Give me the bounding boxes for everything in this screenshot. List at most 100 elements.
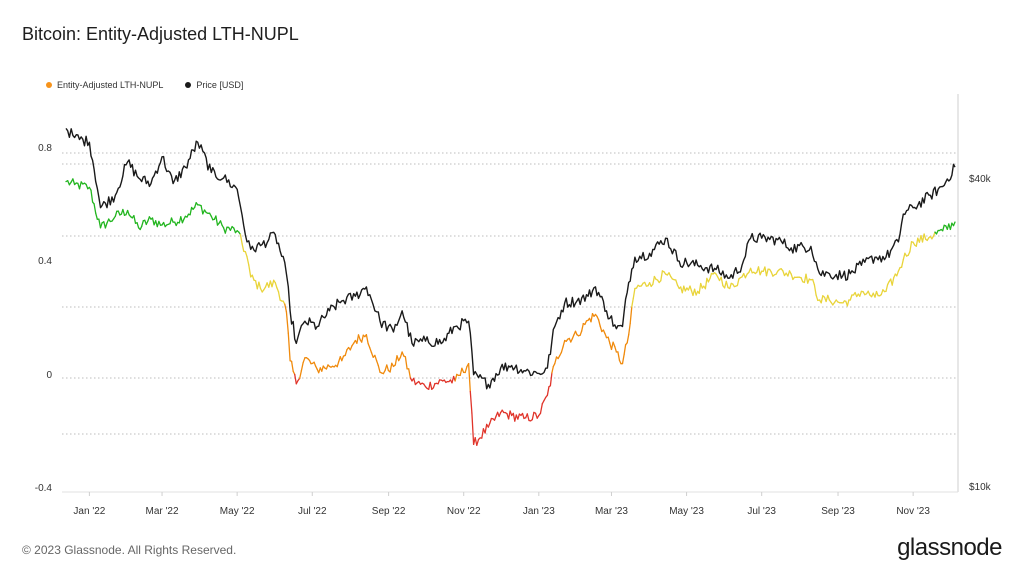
- lth-nupl-segment: [151, 217, 155, 226]
- lth-nupl-segment: [867, 290, 871, 296]
- lth-nupl-segment: [251, 274, 255, 281]
- lth-nupl-segment: [481, 428, 485, 439]
- lth-nupl-segment: [85, 183, 89, 190]
- lth-nupl-segment: [770, 271, 774, 277]
- lth-nupl-segment: [389, 362, 393, 373]
- lth-nupl-series[interactable]: [65, 178, 956, 446]
- lth-nupl-segment: [294, 373, 297, 385]
- lth-nupl-segment: [949, 222, 953, 231]
- lth-nupl-segment: [621, 353, 625, 365]
- lth-nupl-segment: [136, 222, 140, 229]
- legend-swatch-price: [185, 82, 192, 88]
- lth-nupl-segment: [744, 273, 748, 279]
- legend-item-price[interactable]: Price [USD]: [185, 80, 243, 90]
- lth-nupl-segment: [709, 272, 713, 280]
- gridlines: [62, 152, 958, 435]
- price-line: [65, 127, 956, 390]
- lth-nupl-segment: [617, 351, 621, 362]
- lth-nupl-segment: [126, 209, 130, 216]
- lth-nupl-segment: [93, 203, 97, 214]
- chart-title: Bitcoin: Entity-Adjusted LTH-NUPL: [22, 24, 299, 44]
- x-tick-label: May '23: [669, 506, 704, 517]
- lth-nupl-segment: [141, 220, 144, 227]
- lth-nupl-segment: [498, 411, 502, 418]
- lth-nupl-segment: [700, 282, 703, 289]
- lth-nupl-segment: [274, 282, 278, 289]
- lth-nupl-segment: [698, 282, 702, 295]
- lth-nupl-segment: [72, 178, 76, 186]
- lth-nupl-segment: [300, 362, 304, 372]
- lth-nupl-segment: [487, 422, 491, 428]
- lth-nupl-segment: [248, 264, 252, 278]
- lth-nupl-segment: [599, 325, 603, 333]
- price-series[interactable]: [65, 127, 956, 390]
- lth-nupl-segment: [581, 322, 584, 332]
- lth-nupl-segment: [807, 278, 810, 284]
- lth-nupl-segment: [800, 277, 804, 283]
- lth-nupl-segment: [170, 217, 174, 223]
- lth-nupl-segment: [560, 346, 564, 354]
- lth-nupl-segment: [99, 222, 103, 229]
- lth-nupl-segment: [224, 226, 228, 234]
- lth-nupl-segment: [765, 268, 769, 277]
- lth-nupl-segment: [461, 367, 465, 374]
- lth-nupl-segment: [689, 285, 693, 292]
- lth-nupl-segment: [454, 373, 458, 382]
- lth-nupl-segment: [846, 299, 850, 307]
- x-tick-label: Sep '23: [821, 506, 855, 517]
- lth-nupl-segment: [90, 189, 94, 203]
- lth-nupl-segment: [614, 345, 618, 353]
- lth-nupl-segment: [117, 210, 121, 216]
- lth-nupl-segment: [942, 224, 945, 232]
- legend-item-lth-nupl[interactable]: Entity-Adjusted LTH-NUPL: [46, 80, 163, 90]
- lth-nupl-segment: [401, 351, 405, 357]
- y-left-tick-label: 0.4: [38, 256, 52, 267]
- lth-nupl-segment: [367, 342, 371, 349]
- lth-nupl-segment: [471, 412, 475, 446]
- lth-nupl-segment: [356, 334, 360, 344]
- lth-nupl-segment: [725, 280, 729, 289]
- lth-nupl-segment: [554, 356, 558, 365]
- lth-nupl-segment: [287, 332, 291, 362]
- lth-nupl-segment: [386, 364, 390, 372]
- lth-nupl-segment: [597, 319, 601, 327]
- axis-ticks: 0.8 0.4 0 -0.4 $40k $10k Jan '22 Mar '22 May '22…: [35, 143, 992, 517]
- lth-nupl-segment: [736, 278, 740, 287]
- y-left-tick-label: -0.4: [35, 483, 53, 494]
- lth-nupl-segment: [551, 365, 554, 374]
- lth-nupl-segment: [290, 360, 294, 372]
- lth-nupl-segment: [604, 333, 608, 339]
- lth-nupl-segment: [546, 386, 550, 396]
- lth-nupl-segment: [813, 284, 817, 296]
- lth-nupl-segment: [276, 287, 280, 293]
- lth-nupl-segment: [370, 351, 374, 358]
- lth-nupl-segment: [459, 367, 463, 377]
- lth-nupl-segment: [607, 336, 611, 344]
- lth-nupl-segment: [361, 334, 364, 343]
- lth-nupl-segment: [539, 403, 543, 414]
- x-tick-label: Jul '23: [747, 506, 776, 517]
- lth-nupl-segment: [408, 368, 412, 379]
- lth-nupl-segment: [429, 381, 433, 390]
- lth-nupl-segment: [907, 251, 911, 256]
- lth-nupl-segment: [484, 423, 488, 434]
- lth-nupl-segment: [897, 266, 901, 272]
- lth-nupl-segment: [246, 256, 250, 266]
- lth-nupl-segment: [394, 355, 398, 366]
- lth-nupl-segment: [549, 372, 553, 387]
- lth-nupl-segment: [302, 357, 306, 364]
- lth-nupl-segment: [720, 276, 724, 287]
- lth-nupl-segment: [158, 220, 162, 226]
- lth-nupl-segment: [239, 233, 243, 245]
- lth-nupl-segment: [805, 273, 809, 284]
- lth-nupl-segment: [365, 334, 369, 345]
- lth-nupl-segment: [369, 347, 373, 354]
- lth-nupl-segment: [880, 289, 884, 296]
- copyright-footer: © 2023 Glassnode. All Rights Reserved.: [22, 543, 237, 557]
- lth-nupl-segment: [923, 233, 927, 240]
- x-tick-label: Mar '23: [595, 506, 628, 517]
- glassnode-logo[interactable]: glassnode: [897, 534, 1002, 561]
- lth-nupl-segment: [875, 290, 879, 297]
- lth-nupl-segment: [632, 287, 636, 299]
